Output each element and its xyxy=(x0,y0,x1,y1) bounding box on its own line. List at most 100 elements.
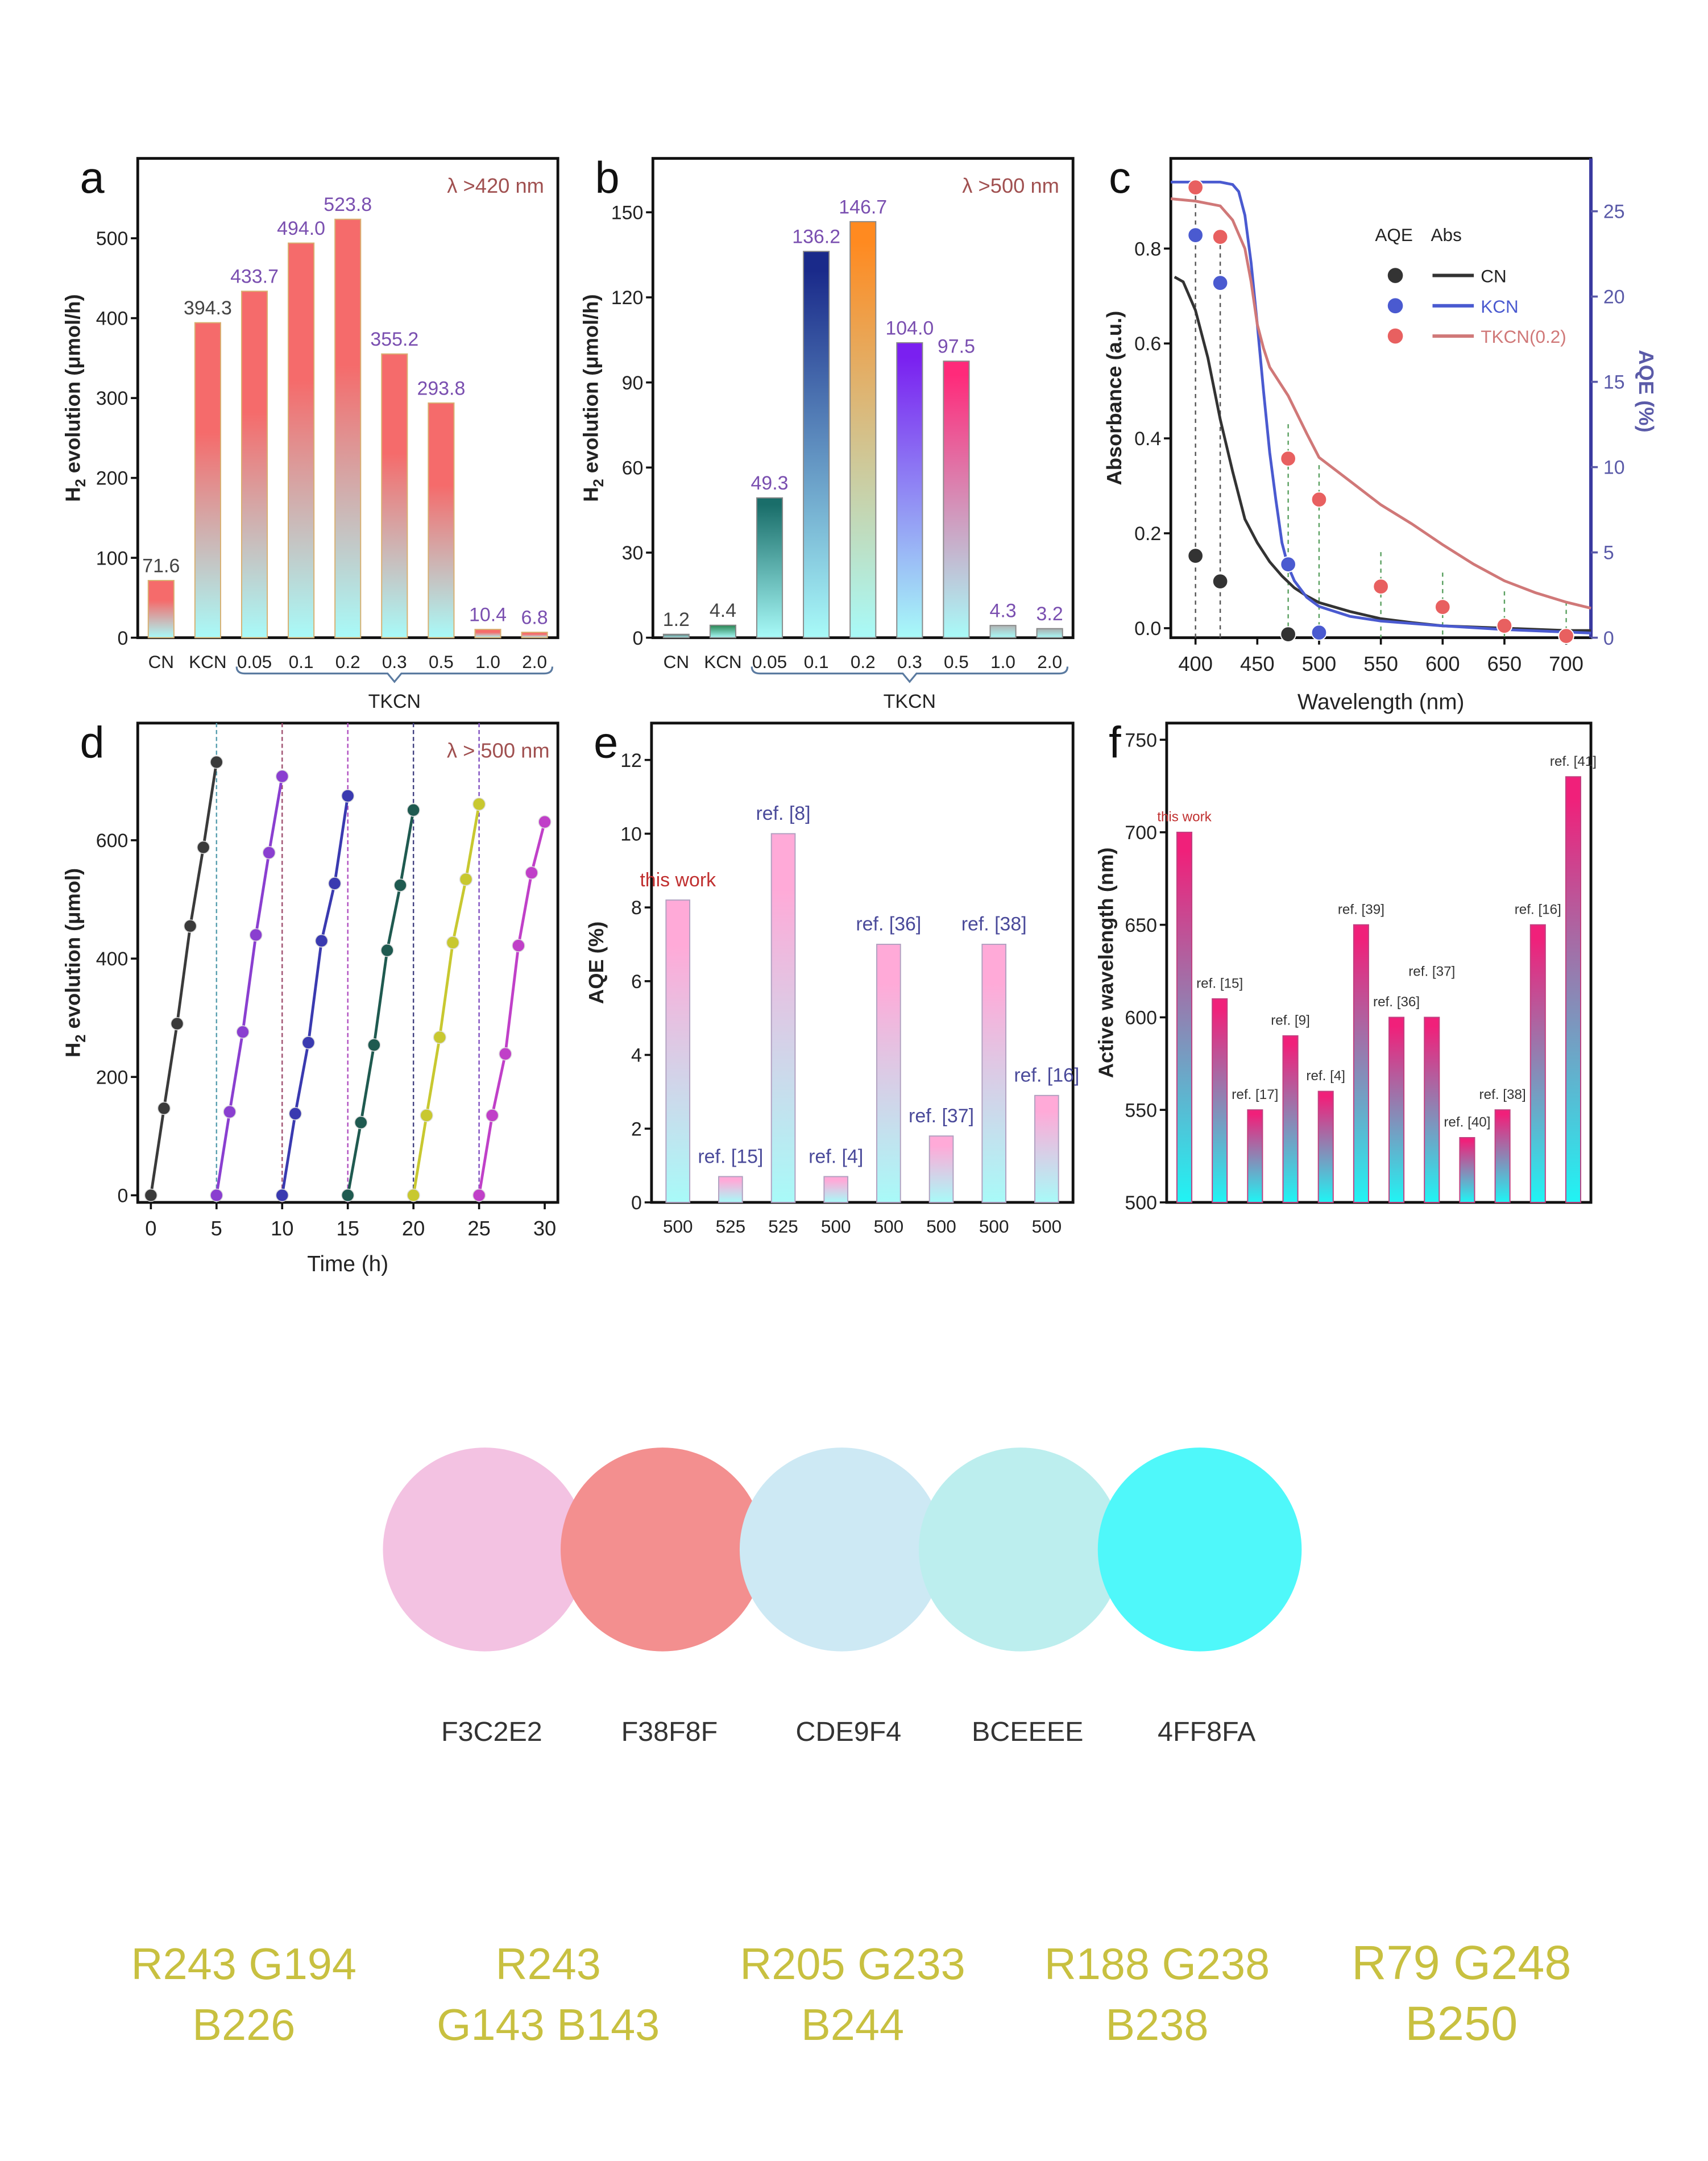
cycle-point xyxy=(354,1115,368,1130)
bar xyxy=(1036,628,1063,638)
y-tick-label: 20 xyxy=(1603,287,1625,308)
y-tick-label: 150 xyxy=(611,202,644,223)
cycle-point xyxy=(275,1188,289,1202)
bar xyxy=(194,322,221,638)
rgb-label: B226 xyxy=(192,2001,295,2050)
cycle-point xyxy=(197,840,210,855)
legend-point xyxy=(1387,298,1403,314)
bar-data-label: ref. [39] xyxy=(1338,902,1384,917)
rgb-label: B244 xyxy=(801,2001,904,2050)
bar-data-label: ref. [16] xyxy=(1515,902,1561,917)
y-tick-label: 0 xyxy=(117,628,128,649)
y-axis-label: H2 evolution (μmol/h) xyxy=(579,294,607,501)
bar-data-label: ref. [37] xyxy=(1408,964,1455,980)
bar-data-label: ref. [36] xyxy=(1373,994,1420,1010)
color-swatch xyxy=(1097,1447,1302,1652)
wavelength-annotation: λ >500 nm xyxy=(962,174,1059,197)
x-tick-label: 1.0 xyxy=(475,652,500,672)
bar xyxy=(1176,831,1193,1203)
y-axis-label: H2 evolution (μmol) xyxy=(61,868,89,1057)
absorbance-line xyxy=(1170,197,1591,610)
x-tick-label: 500 xyxy=(979,1216,1009,1237)
bar-data-label: ref. [15] xyxy=(698,1146,763,1167)
cycle-line xyxy=(346,810,415,1196)
bar xyxy=(1388,1017,1405,1203)
bar-data-label: 6.8 xyxy=(521,607,548,629)
panel-letter: d xyxy=(80,718,105,767)
cycle-line xyxy=(412,804,480,1196)
bar xyxy=(1565,776,1582,1203)
cycle-point xyxy=(341,789,355,803)
cycle-point xyxy=(407,1188,420,1202)
group-brace xyxy=(235,666,554,683)
bar xyxy=(981,943,1007,1203)
x-tick-label: CN xyxy=(664,652,689,672)
bar xyxy=(1247,1109,1263,1203)
aqe-point xyxy=(1311,491,1328,508)
hex-label: F3C2E2 xyxy=(441,1716,542,1747)
cycle-point xyxy=(236,1025,250,1039)
y-tick-label: 90 xyxy=(622,372,644,394)
rgb-label: R188 G238 xyxy=(1044,1940,1270,1989)
bar-data-label: this work xyxy=(1157,810,1212,825)
cycle-line xyxy=(280,795,350,1196)
y-tick-label: 120 xyxy=(611,287,644,309)
bar-data-label: ref. [8] xyxy=(756,803,810,824)
bar-data-label: 523.8 xyxy=(324,194,372,215)
bar-data-label: ref. [37] xyxy=(909,1105,974,1127)
y-tick-label: 550 xyxy=(1125,1100,1157,1121)
bar-data-label: 97.5 xyxy=(938,336,975,358)
y-label-subscript: 2 xyxy=(591,479,607,487)
group-label: TKCN xyxy=(884,691,936,712)
bar-data-label: 10.4 xyxy=(469,604,507,625)
bar xyxy=(803,251,830,638)
y-tick-label: 400 xyxy=(96,948,128,970)
bar-data-label: ref. [38] xyxy=(961,914,1027,935)
bar-data-label: 71.6 xyxy=(142,555,180,577)
color-palette: F3C2E2 R243 G194 B226 F38F8F R243 G143 B143 CD… xyxy=(131,1447,1572,2050)
absorbance-line xyxy=(1171,180,1591,634)
x-tick-label: 525 xyxy=(716,1216,746,1237)
y-axis-label: AQE (%) xyxy=(584,922,608,1004)
x-axis-label: Time (h) xyxy=(307,1252,388,1276)
y-tick-label: 4 xyxy=(631,1045,642,1067)
color-swatch xyxy=(560,1447,765,1652)
panel-letter: b xyxy=(595,154,620,202)
cycle-point xyxy=(538,815,552,829)
x-tick-label: KCN xyxy=(704,652,741,672)
y-tick-label: 10 xyxy=(620,824,642,845)
cycle-point xyxy=(433,1030,446,1044)
bar-data-label: 4.4 xyxy=(710,600,736,621)
bar-data-label: 355.2 xyxy=(370,329,418,350)
x-tick-label: 0.5 xyxy=(944,652,969,672)
bar-data-label: 146.7 xyxy=(839,196,887,218)
cycle-line xyxy=(215,776,284,1196)
bar xyxy=(756,497,783,638)
aqe-point xyxy=(1434,599,1451,615)
bar-data-label: 293.8 xyxy=(417,378,465,399)
y-tick-label: 0 xyxy=(117,1185,128,1207)
bar xyxy=(1317,1090,1334,1203)
x-tick-label: 0.2 xyxy=(851,652,876,672)
bar xyxy=(718,1176,743,1203)
panel-f: f 500 550 600 650 700 750 this work ref. [15] ref… xyxy=(1094,718,1597,1214)
x-tick-label: 500 xyxy=(1032,1216,1062,1237)
x-tick-label: 2.0 xyxy=(522,652,547,672)
bar xyxy=(521,632,548,638)
bar-data-label: 1.2 xyxy=(663,609,690,631)
cycle-point xyxy=(327,877,342,890)
y-tick-label: 25 xyxy=(1603,201,1625,223)
bar-data-label: ref. [15] xyxy=(1196,976,1243,991)
y-axis-label: Active wavelength (nm) xyxy=(1094,847,1117,1078)
bar xyxy=(943,360,970,638)
panel-letter: c xyxy=(1109,154,1131,202)
legend-point xyxy=(1387,328,1403,344)
wavelength-annotation: λ >420 nm xyxy=(447,174,544,197)
x-tick-label: 10 xyxy=(271,1217,293,1240)
group-label: TKCN xyxy=(368,691,421,712)
panel-b: b 0 30 60 90 120 150 1.2 CN 4.4 KCN 49.3 0.05 136.2 0.… xyxy=(579,154,1075,712)
y-tick-label: 0.2 xyxy=(1134,523,1161,545)
hex-label: F38F8F xyxy=(621,1716,718,1747)
x-tick-label: 0.1 xyxy=(289,652,314,672)
